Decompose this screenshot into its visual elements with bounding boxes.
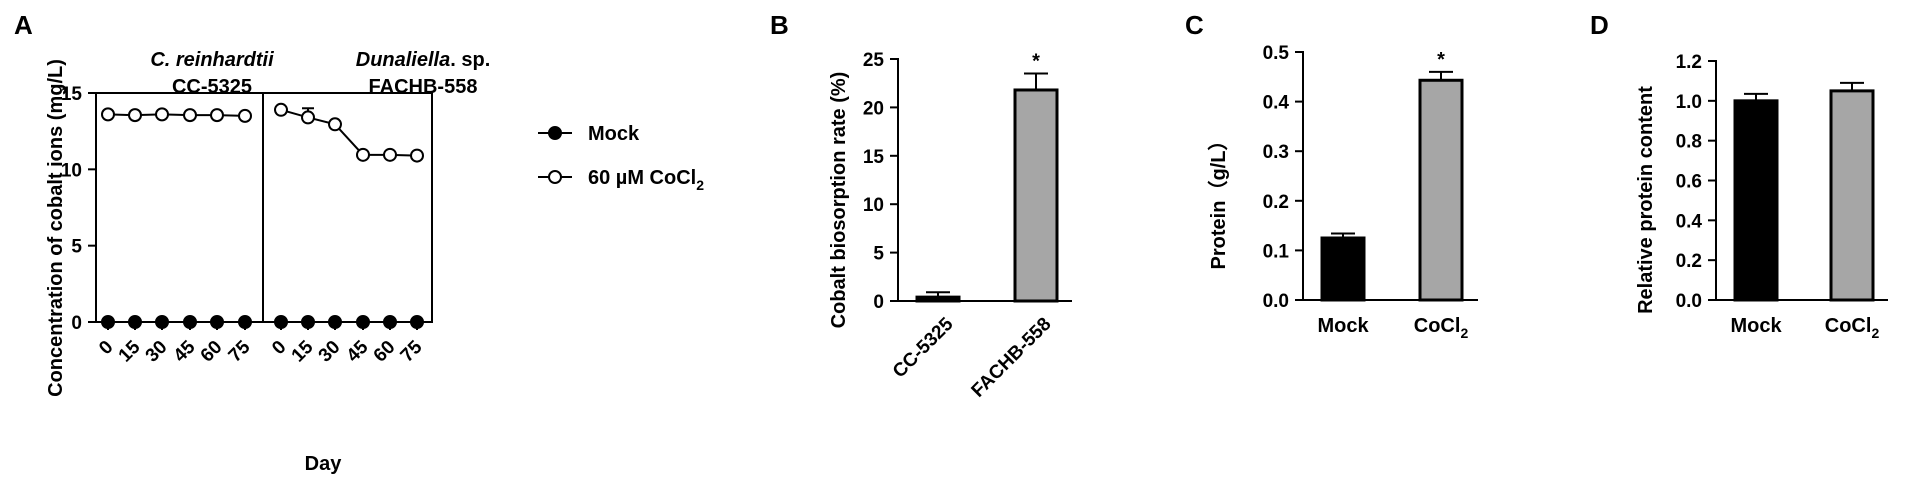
x-tick-label-a: 0	[268, 337, 290, 359]
bar	[1418, 78, 1464, 302]
data-point-mock	[101, 315, 115, 329]
x-tick-label-a: 75	[225, 336, 255, 366]
panel-b-chart: Cobalt biosorption rate (%) 0 5 10 15 20 25 CC…	[828, 50, 1072, 402]
y-axis-label-b: Cobalt biosorption rate (%)	[828, 72, 850, 329]
panel-label-b: B	[770, 10, 789, 40]
facet-subtitle-1: CC-5325	[172, 76, 252, 98]
x-tick-label-a: 60	[370, 337, 400, 367]
x-tick-label: CoCl2	[1825, 315, 1880, 341]
legend-mock-marker	[548, 126, 562, 140]
bar	[1829, 89, 1875, 302]
panel-c-chart: Protein（g/L） 0.0 0.1 0.2 0.3 0.4 0.5 Mock * CoCl…	[1207, 43, 1478, 341]
y-tick-label: 10	[863, 195, 884, 216]
data-point-mock	[383, 315, 397, 329]
bar	[1320, 236, 1366, 302]
data-point-mock	[356, 315, 370, 329]
data-point-mock	[128, 315, 142, 329]
bar	[915, 295, 961, 303]
y-tick-label: 0.0	[1676, 291, 1702, 312]
x-axis-label-a: Day	[305, 453, 343, 475]
y-axis-label-d: Relative protein content	[1635, 86, 1657, 314]
x-tick-label: CoCl2	[1414, 315, 1469, 341]
legend-cocl2-label: 60 µM CoCl2	[588, 167, 704, 193]
y-tick-label: 0.3	[1263, 142, 1289, 163]
significance-marker: *	[1437, 49, 1445, 71]
y-tick-label: 0.4	[1676, 211, 1703, 232]
y-tick-label: 0.2	[1676, 251, 1702, 272]
data-point-cocl2	[101, 107, 115, 122]
data-point-mock	[238, 315, 252, 329]
legend-mock-label: Mock	[588, 123, 640, 145]
data-point-cocl2	[383, 147, 397, 162]
y-tick-label: 0.5	[1263, 43, 1290, 64]
y-tick-label: 20	[863, 98, 884, 119]
y-tick-label: 1.0	[1676, 92, 1702, 113]
data-point-cocl2	[238, 108, 252, 123]
data-point-mock	[410, 315, 424, 329]
y-tick-label: 15	[863, 147, 885, 168]
y-tick-label: 0.8	[1676, 132, 1702, 153]
x-tick-label-a: 60	[197, 337, 227, 367]
data-point-mock	[210, 315, 224, 329]
panel-label-d: D	[1590, 10, 1609, 40]
x-tick-label: CC-5325	[889, 313, 958, 382]
x-tick-label: Mock	[1730, 315, 1782, 337]
panel-label-a: A	[14, 10, 33, 40]
y-tick-label-a: 15	[61, 84, 83, 105]
x-tick-label-a: 30	[315, 337, 345, 367]
x-tick-label-a: 15	[115, 336, 145, 366]
y-tick-label: 0	[873, 292, 884, 313]
data-point-cocl2	[274, 102, 288, 117]
data-point-mock	[183, 315, 197, 329]
data-point-cocl2	[356, 147, 370, 162]
data-point-cocl2	[183, 108, 197, 123]
x-tick-label-a: 45	[343, 336, 373, 366]
y-tick-label: 0.0	[1263, 291, 1289, 312]
data-point-cocl2	[155, 107, 169, 122]
data-point-mock	[301, 315, 315, 329]
data-point-cocl2	[210, 108, 224, 123]
x-tick-label: Mock	[1317, 315, 1369, 337]
y-tick-label: 25	[863, 50, 885, 71]
bar	[1013, 88, 1059, 303]
data-point-mock	[328, 315, 342, 329]
panel-d-chart: Relative protein content 0.0 0.2 0.4 0.6 0.8…	[1635, 52, 1888, 341]
panel-a-chart: C. reinhardtii CC-5325 Dunaliella. sp. F…	[45, 49, 490, 475]
data-point-mock	[155, 315, 169, 329]
bar	[1733, 99, 1779, 302]
y-tick-label-a: 10	[61, 160, 82, 181]
data-point-cocl2	[328, 117, 342, 132]
panel-label-c: C	[1185, 10, 1204, 40]
y-tick-label: 0.1	[1263, 241, 1290, 262]
x-tick-label-a: 45	[170, 336, 200, 366]
y-tick-label: 0.2	[1263, 192, 1289, 213]
y-tick-label: 5	[873, 244, 884, 265]
y-tick-label-a: 0	[71, 313, 82, 334]
significance-marker: *	[1032, 51, 1040, 73]
y-tick-label: 0.6	[1676, 172, 1702, 193]
data-point-cocl2	[410, 148, 424, 163]
y-axis-label-c: Protein（g/L）	[1207, 131, 1230, 270]
y-tick-label-a: 5	[71, 237, 82, 258]
facet-subtitle-2: FACHB-558	[369, 76, 478, 98]
y-tick-label: 0.4	[1263, 93, 1290, 114]
legend-a: Mock 60 µM CoCl2	[538, 123, 704, 193]
x-tick-label-a: 15	[288, 336, 318, 366]
legend-cocl2-marker	[548, 170, 562, 184]
data-point-cocl2	[301, 110, 315, 125]
x-tick-label-a: 0	[95, 337, 117, 359]
facet-title-1: C. reinhardtii	[150, 49, 274, 71]
data-point-mock	[274, 315, 288, 329]
y-axis-label-a: Concentration of cobalt ions (mg/L)	[45, 59, 67, 397]
facet-title-2: Dunaliella. sp.	[356, 49, 491, 71]
data-point-cocl2	[128, 108, 142, 123]
y-tick-label: 1.2	[1676, 52, 1702, 73]
x-tick-label-a: 75	[397, 336, 427, 366]
x-tick-label: FACHB-558	[968, 314, 1056, 402]
x-tick-label-a: 30	[142, 337, 172, 367]
